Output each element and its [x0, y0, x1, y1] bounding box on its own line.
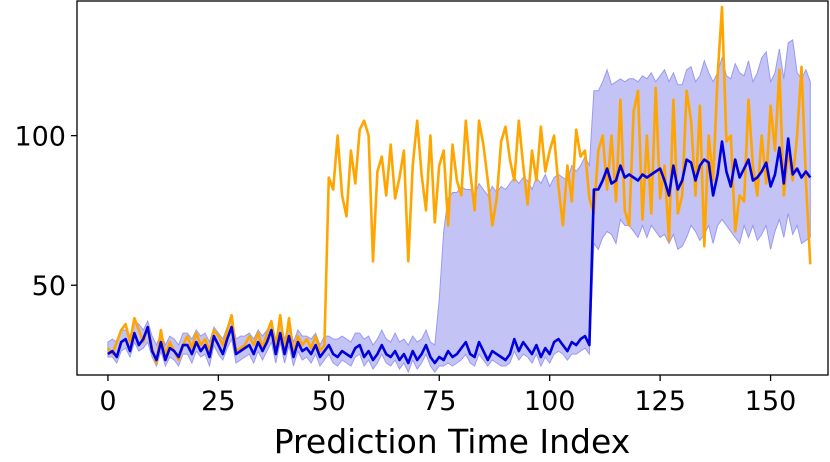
y-axis: 50 100 — [14, 122, 77, 302]
x-tick-label: 125 — [634, 386, 686, 417]
x-tick-label: 100 — [524, 386, 576, 417]
prediction-series-line — [107, 137, 812, 365]
plot-frame — [76, 0, 829, 376]
uncertainty-band-layer — [107, 39, 811, 374]
x-tick-label: 25 — [201, 386, 235, 417]
x-tick-label: 150 — [745, 386, 797, 417]
series-layer — [106, 5, 812, 365]
y-tick-label: 50 — [32, 271, 66, 302]
x-tick-label: 0 — [99, 386, 116, 417]
actual-series-line — [106, 5, 812, 365]
x-axis-title: Prediction Time Index — [274, 422, 631, 461]
x-axis: 0 25 50 75 100 125 150 — [99, 375, 796, 417]
uncertainty-band — [107, 39, 811, 374]
x-tick-label: 75 — [422, 386, 456, 417]
x-tick-label: 50 — [312, 386, 346, 417]
y-tick-label: 100 — [14, 122, 66, 153]
